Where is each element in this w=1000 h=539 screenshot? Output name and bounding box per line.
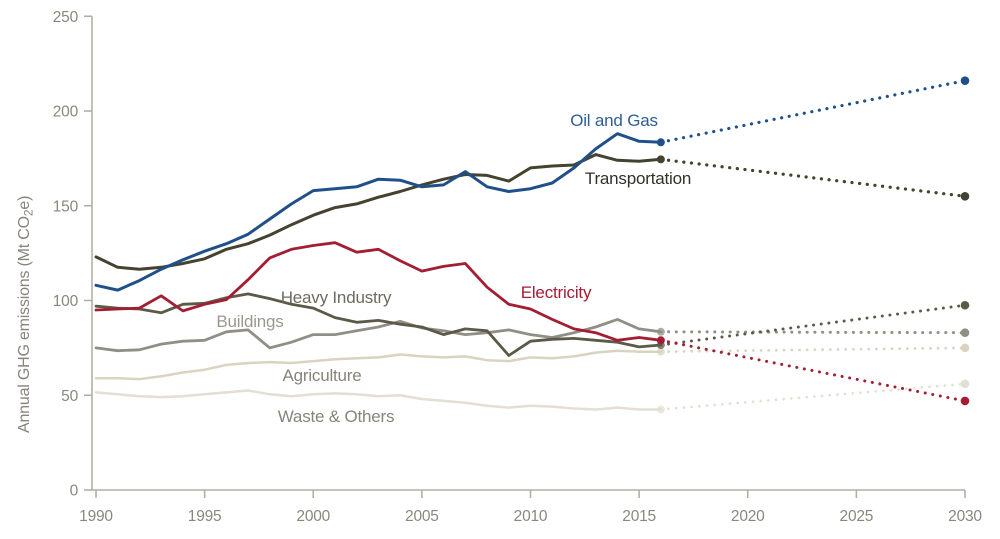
buildings-label: Buildings (216, 312, 283, 331)
axis-frame (91, 16, 965, 491)
transportation-2016-marker (656, 155, 665, 164)
electricity-2016-marker (656, 336, 665, 345)
buildings-2016-marker (656, 327, 665, 336)
buildings-2030-marker (960, 328, 970, 338)
oil-and-gas-line (94, 132, 663, 292)
x-tick-label: 2005 (405, 508, 439, 525)
oil-and-gas-label: Oil and Gas (570, 111, 658, 130)
series-lines (94, 76, 970, 414)
heavy-industry-label: Heavy Industry (281, 288, 392, 307)
heavy-industry-projection (659, 303, 967, 347)
y-tick-label: 0 (70, 483, 79, 500)
series-labels: Waste & Others Agriculture Buildings Heavy … (216, 111, 691, 426)
axes: 0 50 100 150 200 250 1990 1995 2000 2005 2010 2015 2… (16, 9, 983, 525)
transportation-2030-marker (960, 191, 970, 201)
agriculture-label: Agriculture (282, 366, 361, 385)
electricity-projection (659, 338, 967, 403)
waste-projection (659, 382, 967, 411)
y-tick-label: 100 (53, 293, 79, 310)
agriculture-2016-marker (656, 347, 665, 356)
heavy-industry-2030-marker (960, 300, 970, 310)
agriculture-2030-marker (960, 343, 970, 353)
oil-and-gas-projection (659, 79, 967, 144)
waste-2016-marker (656, 405, 665, 414)
y-tick-label: 250 (53, 9, 79, 26)
electricity-2030-marker (960, 396, 970, 406)
electricity-label: Electricity (521, 283, 592, 302)
waste-line (94, 389, 663, 411)
agriculture-line (94, 349, 663, 381)
transportation-line (94, 153, 663, 271)
waste-label: Waste & Others (278, 407, 395, 426)
buildings-line (94, 317, 663, 353)
y-axis-title: Annual GHG emissions (Mt CO2e) (16, 196, 36, 433)
oil-and-gas-2016-marker (656, 138, 665, 147)
waste-2030-marker (960, 379, 970, 389)
y-tick-label: 50 (61, 388, 78, 405)
y-tick-label: 150 (53, 198, 79, 215)
electricity-line (94, 241, 663, 342)
x-tick-label: 1995 (188, 508, 222, 525)
x-tick-label: 2010 (514, 508, 548, 525)
x-tick-label: 2030 (948, 508, 982, 525)
x-tick-label: 2015 (622, 508, 656, 525)
transportation-label: Transportation (585, 169, 691, 188)
buildings-projection (659, 330, 967, 335)
heavy-industry-line (94, 292, 663, 357)
transportation-projection (659, 157, 967, 198)
y-tick-label: 200 (53, 104, 79, 121)
x-tick-label: 1990 (79, 508, 113, 525)
x-tick-label: 2000 (296, 508, 330, 525)
x-tick-label: 2020 (731, 508, 765, 525)
oil-and-gas-2030-marker (960, 76, 970, 85)
agriculture-projection (659, 346, 967, 354)
x-tick-label: 2025 (840, 508, 874, 525)
